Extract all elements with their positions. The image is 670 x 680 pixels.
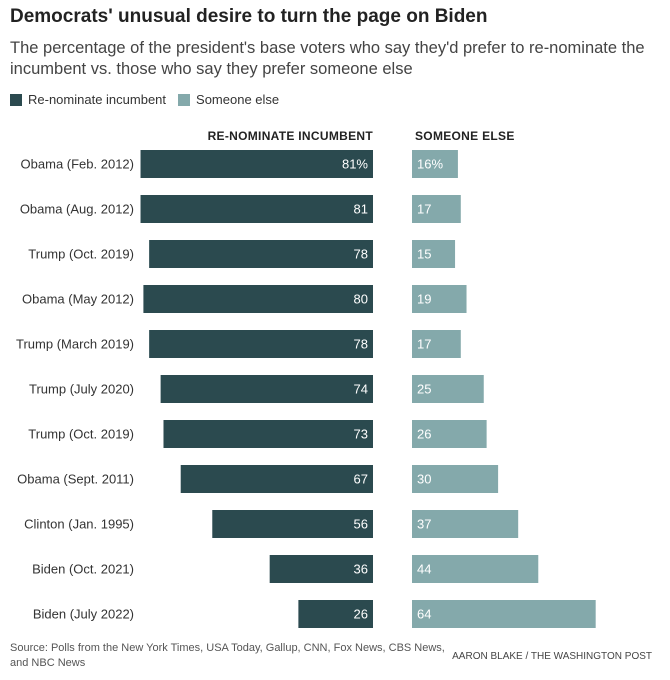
bar-someone-else [412,195,461,223]
bar-someone-else [412,465,499,493]
category-label: Trump (Oct. 2019) [28,427,134,442]
bar-value-someone-else: 37 [417,517,431,532]
legend-label-renominate: Re-nominate incumbent [28,92,167,107]
bar-value-someone-else: 17 [417,337,431,352]
category-label: Obama (Sept. 2011) [17,472,134,487]
bar-value-renominate: 74 [354,382,368,397]
bar-value-someone-else: 30 [417,472,431,487]
bar-value-someone-else: 17 [417,202,431,217]
source-note: Source: Polls from the New York Times, U… [10,642,445,669]
bar-renominate [149,240,373,268]
legend-swatch-someone-else [178,93,191,106]
category-label: Obama (Aug. 2012) [20,202,134,217]
bar-someone-else [412,150,458,178]
bar-value-renominate: 78 [354,337,368,352]
bar-value-someone-else: 15 [417,247,431,262]
bar-someone-else [412,375,484,403]
bar-someone-else [412,240,456,268]
bar-someone-else [412,555,539,583]
bar-renominate [149,330,373,358]
bar-renominate [140,150,373,178]
bar-value-renominate: 26 [354,607,368,622]
bar-value-someone-else: 19 [417,292,431,307]
category-label: Obama (Feb. 2012) [21,157,134,172]
bar-renominate [160,375,373,403]
legend-item-someone-else: Someone else [178,92,279,107]
credit-line: AARON BLAKE / THE WASHINGTON POST [452,651,652,662]
bar-renominate [180,465,373,493]
bar-value-someone-else: 44 [417,562,431,577]
bar-someone-else [412,600,596,628]
category-label: Biden (July 2022) [33,607,134,622]
bar-value-renominate: 78 [354,247,368,262]
bar-someone-else [412,330,461,358]
bar-renominate [143,285,373,313]
legend-item-renominate: Re-nominate incumbent [10,92,166,107]
bar-value-someone-else: 25 [417,382,431,397]
bar-renominate [163,420,373,448]
bar-value-renominate: 67 [354,472,368,487]
bar-someone-else [412,510,519,538]
category-label: Obama (May 2012) [22,292,134,307]
bar-value-someone-else: 26 [417,427,431,442]
column-header-renominate: RE-NOMINATE INCUMBENT [208,129,374,143]
chart-subtitle: The percentage of the president's base v… [10,39,645,78]
legend-swatch-renominate [10,93,22,106]
bar-value-someone-else: 64 [417,607,431,622]
category-label: Clinton (Jan. 1995) [24,517,134,532]
legend: Re-nominate incumbent Someone else [10,92,291,107]
bar-value-renominate: 56 [354,517,368,532]
bar-someone-else [412,420,487,448]
category-label: Trump (July 2020) [29,382,134,397]
bar-value-renominate: 81 [354,202,368,217]
bar-renominate [140,195,373,223]
bar-value-renominate: 73 [354,427,368,442]
bar-renominate [269,555,373,583]
category-label: Trump (Oct. 2019) [28,247,134,262]
bar-value-renominate: 80 [354,292,368,307]
bar-chart: RE-NOMINATE INCUMBENT SOMEONE ELSE Obama (… [16,129,596,628]
bar-renominate [298,600,373,628]
bar-value-renominate: 36 [354,562,368,577]
column-header-someone-else: SOMEONE ELSE [415,129,515,143]
bar-renominate [212,510,373,538]
category-label: Trump (March 2019) [16,337,134,352]
chart-title: Democrats' unusual desire to turn the pa… [10,6,488,27]
bar-value-someone-else: 16% [417,157,443,172]
bar-someone-else [412,285,467,313]
category-label: Biden (Oct. 2021) [32,562,134,577]
bar-value-renominate: 81% [342,157,368,172]
legend-label-someone-else: Someone else [196,92,280,107]
